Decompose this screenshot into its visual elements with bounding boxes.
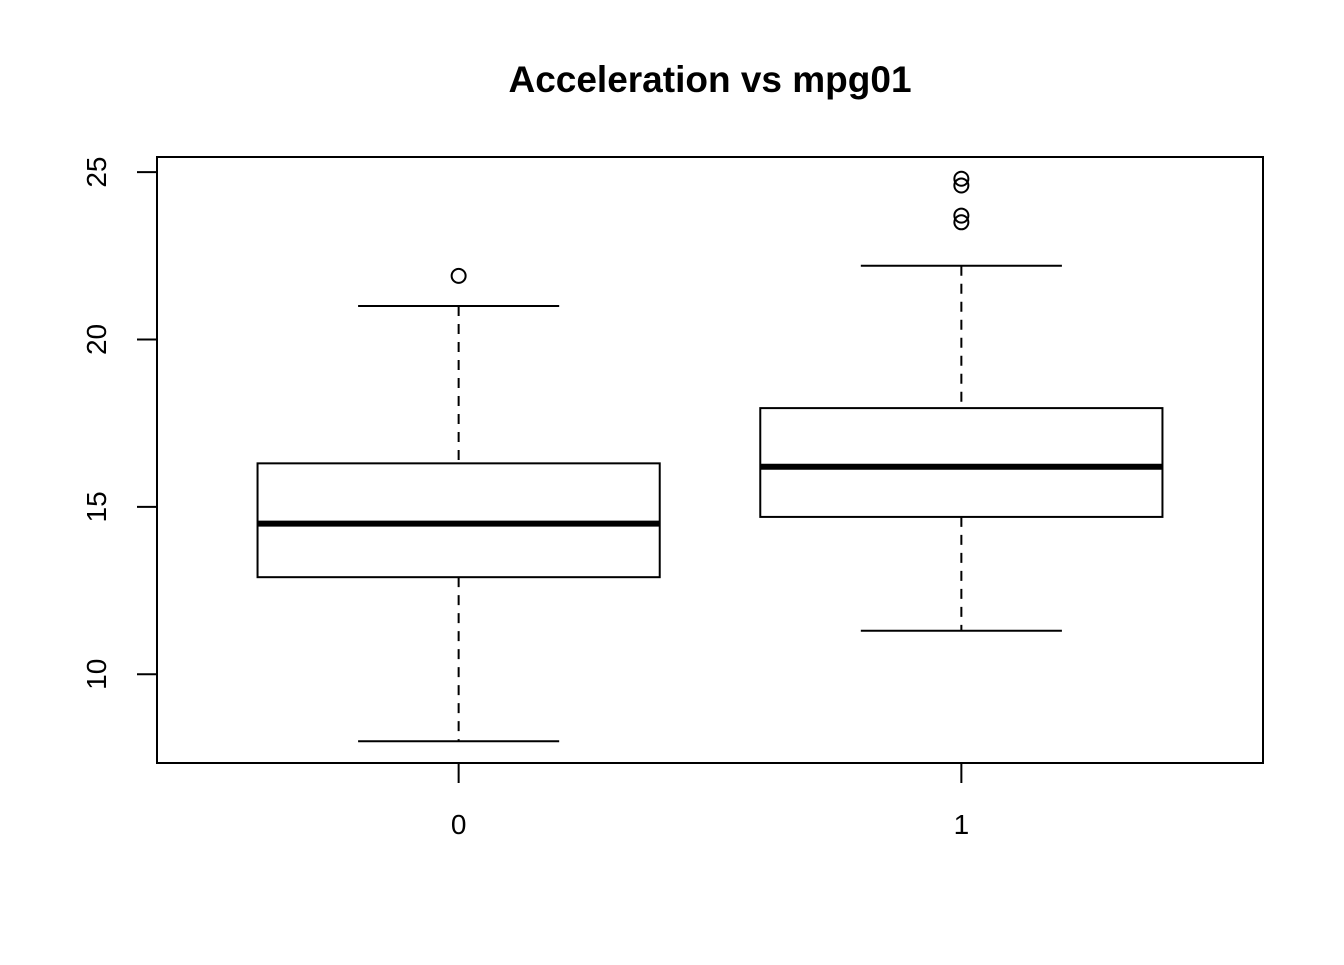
x-tick-label: 1 bbox=[954, 809, 970, 840]
outlier-point bbox=[450, 267, 467, 284]
y-tick-label: 15 bbox=[81, 491, 112, 522]
y-tick-label: 20 bbox=[81, 324, 112, 355]
y-tick-label: 10 bbox=[81, 659, 112, 690]
box-iqr bbox=[759, 407, 1164, 518]
outlier-point bbox=[953, 177, 970, 194]
chart-title: Acceleration vs mpg01 bbox=[508, 59, 911, 100]
boxes bbox=[256, 170, 1164, 743]
outlier-point bbox=[953, 207, 970, 224]
outlier-point bbox=[953, 214, 970, 231]
box-group-1 bbox=[759, 170, 1164, 632]
y-axis: 10 15 20 25 bbox=[81, 156, 158, 690]
box-group-0 bbox=[256, 267, 661, 743]
box-iqr bbox=[256, 462, 661, 579]
outlier-point bbox=[953, 170, 970, 187]
x-tick-label: 0 bbox=[451, 809, 467, 840]
y-tick-label: 25 bbox=[81, 156, 112, 187]
